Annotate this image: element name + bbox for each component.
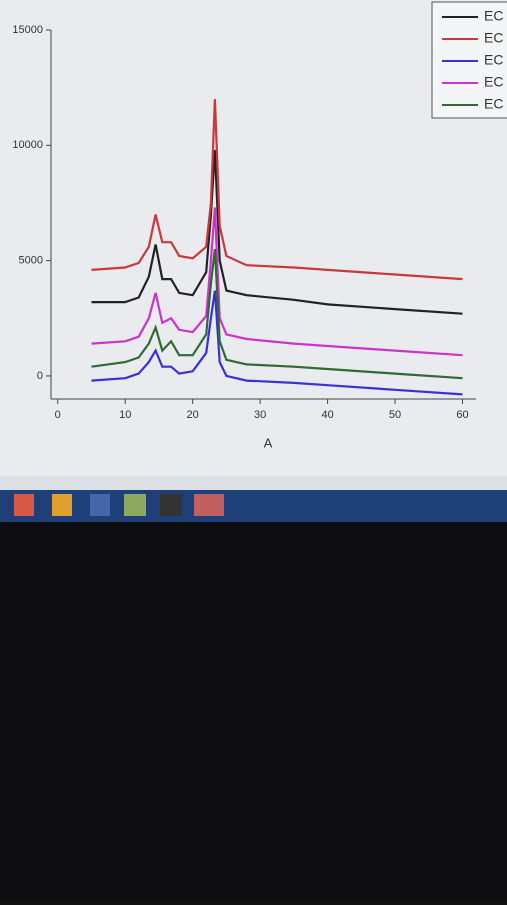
series-line bbox=[91, 207, 463, 357]
taskbar-icon[interactable] bbox=[160, 494, 182, 516]
taskbar-icon[interactable] bbox=[124, 494, 146, 516]
legend-label: EC bbox=[484, 30, 503, 46]
y-tick-label: 10000 bbox=[12, 139, 43, 151]
taskbar-icon[interactable] bbox=[194, 494, 224, 516]
taskbar-icon[interactable] bbox=[90, 494, 110, 516]
x-tick-label: 10 bbox=[119, 409, 131, 421]
x-tick-label: 40 bbox=[321, 409, 333, 421]
taskbar-icon[interactable] bbox=[14, 494, 34, 516]
y-tick-label: 0 bbox=[37, 370, 43, 382]
series-line bbox=[91, 248, 463, 380]
screen-background bbox=[0, 0, 507, 490]
series-line bbox=[91, 99, 463, 281]
monitor-bezel-and-keyboard bbox=[0, 522, 507, 900]
x-tick-label: 50 bbox=[389, 409, 401, 421]
series-line bbox=[91, 149, 463, 315]
x-axis-label: A bbox=[264, 435, 273, 450]
taskbar bbox=[0, 490, 507, 522]
legend-label: EC bbox=[484, 74, 503, 90]
legend-label: EC bbox=[484, 96, 503, 112]
y-tick-label: 5000 bbox=[19, 255, 43, 267]
x-tick-label: 60 bbox=[456, 409, 468, 421]
x-tick-label: 20 bbox=[187, 409, 199, 421]
legend-label: EC bbox=[484, 8, 503, 24]
y-tick-label: 15000 bbox=[12, 24, 43, 36]
toolbar bbox=[0, 476, 507, 490]
series-line bbox=[91, 290, 463, 396]
x-tick-label: 0 bbox=[55, 409, 61, 421]
taskbar-icon[interactable] bbox=[52, 494, 72, 516]
legend-label: EC bbox=[484, 52, 503, 68]
x-tick-label: 30 bbox=[254, 409, 266, 421]
